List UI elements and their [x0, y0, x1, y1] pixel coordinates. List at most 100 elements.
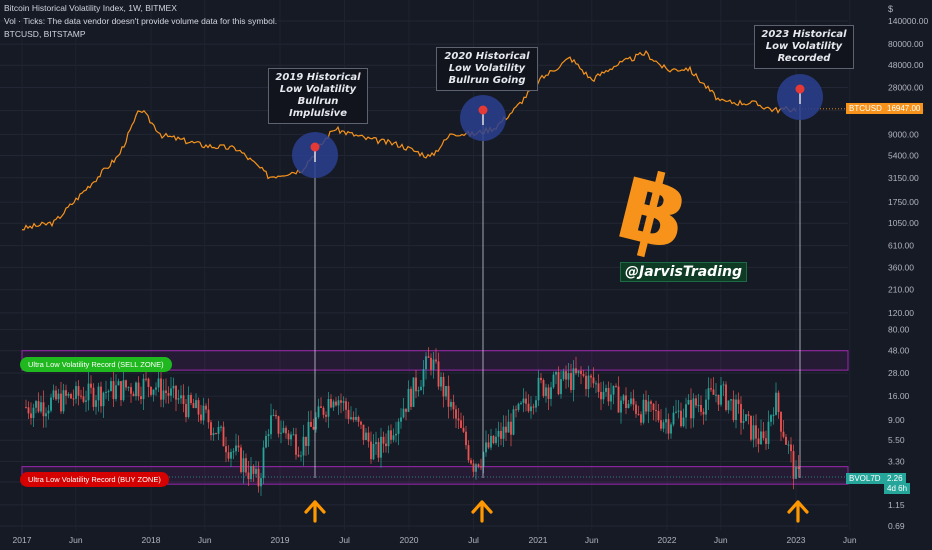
- vol-candle: [682, 417, 685, 427]
- vol-candle: [107, 391, 110, 393]
- y-tick-label: 1050.00: [888, 218, 919, 228]
- vol-candle: [255, 468, 257, 474]
- pin-head-icon: [795, 84, 805, 94]
- vol-candle: [650, 401, 652, 404]
- vol-candle: [192, 403, 195, 409]
- vol-candle: [242, 458, 245, 473]
- vol-candle: [275, 414, 277, 417]
- vol-candle: [415, 377, 417, 392]
- vol-candle: [185, 404, 187, 418]
- y-tick-label: 80000.00: [888, 39, 924, 49]
- vol-candle: [45, 413, 47, 417]
- vol-candle: [385, 443, 387, 447]
- vol-candle: [417, 390, 420, 392]
- vol-candle: [320, 406, 322, 408]
- vol-candle: [577, 370, 580, 374]
- annotation-2023: 2023 Historical Low Volatility Recorded: [754, 25, 854, 69]
- vol-candle: [117, 381, 120, 386]
- vol-candle: [707, 388, 710, 400]
- vol-candle: [775, 392, 777, 415]
- vol-candle: [232, 451, 235, 453]
- vol-candle: [172, 385, 175, 389]
- y-axis-unit: $: [888, 4, 893, 14]
- vol-candle: [110, 381, 112, 392]
- chart-grid: [0, 0, 851, 530]
- vol-candle: [262, 447, 265, 479]
- vol-candle: [605, 387, 607, 392]
- vol-candle: [697, 404, 700, 406]
- vol-candle: [100, 386, 102, 407]
- y-tick-label: 5400.00: [888, 151, 919, 161]
- vol-candle: [450, 401, 452, 407]
- vol-candle: [652, 403, 655, 411]
- vol-candle: [517, 403, 520, 410]
- vol-candle: [445, 385, 447, 397]
- vol-candle: [542, 380, 545, 397]
- vol-candle: [622, 395, 625, 401]
- vol-candle: [730, 399, 732, 401]
- vol-candle: [727, 400, 730, 410]
- vol-candle: [602, 391, 605, 400]
- vol-candle: [505, 426, 507, 433]
- vol-candle: [547, 387, 550, 399]
- vol-candle: [490, 435, 492, 448]
- vol-candle: [705, 399, 707, 415]
- vol-candle: [292, 434, 295, 436]
- vol-candle: [567, 373, 570, 380]
- y-tick-label: 80.00: [888, 325, 910, 335]
- vol-candle: [425, 356, 427, 370]
- vol-candle: [337, 400, 340, 406]
- vol-candle: [270, 415, 272, 435]
- vol-candle: [77, 386, 80, 396]
- vol-candle: [250, 466, 252, 480]
- vol-candle: [492, 435, 495, 443]
- vol-candle: [30, 413, 32, 419]
- vol-candle: [640, 414, 642, 423]
- vol-candle: [597, 383, 600, 392]
- vol-candle: [540, 377, 542, 381]
- vol-candle: [200, 414, 202, 421]
- vol-candle: [745, 414, 747, 422]
- vol-candle: [792, 451, 795, 479]
- vol-candle: [675, 411, 677, 413]
- sell-zone-label: Ultra Low Volatility Record (SELL ZONE): [20, 357, 172, 372]
- vol-candle: [35, 401, 37, 408]
- pin-head-icon: [310, 142, 320, 152]
- vol-candle: [515, 409, 517, 411]
- vol-candle: [447, 385, 450, 407]
- vol-candle: [317, 406, 320, 418]
- vol-candle: [42, 402, 45, 417]
- vol-candle: [82, 396, 85, 402]
- vol-candle: [647, 401, 650, 412]
- vol-candle: [230, 452, 232, 459]
- vol-candle: [437, 361, 440, 387]
- vol-candle: [737, 399, 740, 405]
- vol-candle: [760, 431, 762, 445]
- vol-candle: [592, 377, 595, 384]
- vol-candle: [797, 466, 800, 469]
- vol-candle: [495, 436, 497, 443]
- vol-candle: [130, 387, 132, 394]
- vol-candle: [767, 421, 770, 444]
- vol-candle: [422, 369, 425, 387]
- y-tick-label: 0.69: [888, 521, 905, 531]
- vol-candle: [135, 382, 137, 397]
- vol-candle: [342, 401, 345, 403]
- vol-candle: [157, 378, 160, 388]
- vol-candle: [285, 427, 287, 434]
- vol-candle: [335, 401, 337, 406]
- vol-candle: [692, 398, 695, 419]
- chart-title: Bitcoin Historical Volatility Index, 1W,…: [4, 3, 177, 13]
- vol-candle: [112, 381, 115, 400]
- btc-symbol-tag: BTCUSD: [846, 103, 885, 114]
- x-tick-label: 2023: [787, 535, 806, 545]
- vol-candle: [222, 426, 225, 447]
- vol-candle: [795, 466, 797, 479]
- vol-candle: [52, 390, 55, 398]
- vol-candle: [627, 403, 630, 409]
- vol-candle: [105, 391, 107, 393]
- vol-candle: [590, 375, 592, 378]
- vol-candle: [225, 446, 227, 453]
- vol-candle: [47, 410, 50, 414]
